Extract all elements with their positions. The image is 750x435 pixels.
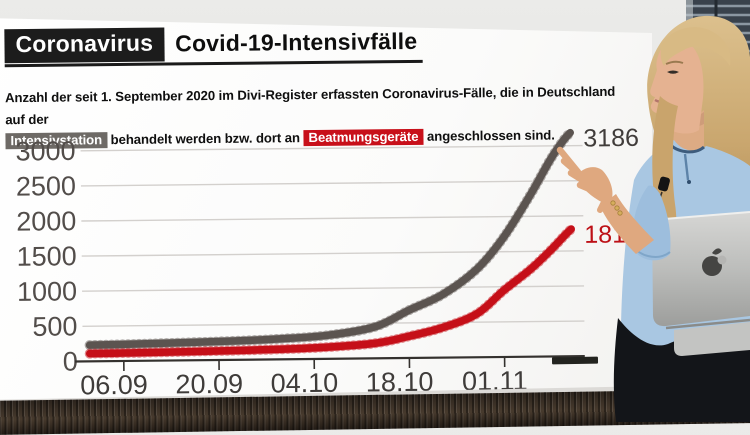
palm	[576, 167, 613, 202]
tv-studio-frame: { "header":{"kicker":"Coronavirus","titl…	[0, 0, 750, 422]
presenter-figure	[0, 0, 750, 422]
polo-button	[687, 180, 691, 184]
